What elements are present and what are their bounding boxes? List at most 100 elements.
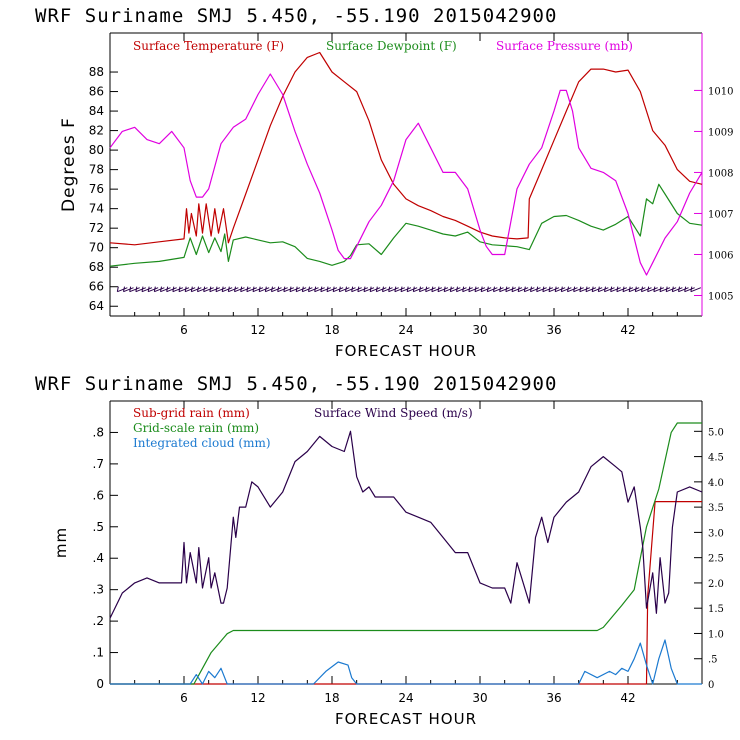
- panel-2: WRF Suriname SMJ 5.450, -55.190 20150429…: [35, 373, 724, 728]
- wind-barb-flag: [400, 286, 403, 292]
- wind-barb: [123, 287, 134, 293]
- y-tick-label: .7: [93, 457, 104, 471]
- wind-barb: [172, 287, 184, 293]
- x-tick-label: 24: [398, 323, 413, 337]
- wind-barb-flag: [209, 286, 212, 292]
- wind-barb: [228, 287, 239, 293]
- wind-barb-flag: [523, 286, 526, 292]
- wind-barb: [221, 287, 233, 293]
- wind-barb-flag: [665, 286, 668, 292]
- x-tick-label: 30: [472, 323, 487, 337]
- wind-barb: [117, 287, 128, 293]
- y-axis-title: mm: [52, 527, 70, 558]
- y-tick-label: .3: [93, 583, 104, 597]
- y-tick-label: 76: [89, 182, 104, 196]
- wind-barb-flag: [462, 286, 465, 292]
- wind-barb-flag: [641, 286, 643, 292]
- wind-barb: [487, 287, 498, 293]
- wind-barb: [302, 287, 313, 293]
- x-tick-label: 18: [324, 323, 339, 337]
- wind-barb: [554, 287, 566, 293]
- wind-barb: [616, 287, 628, 293]
- wind-barb-flag: [123, 286, 125, 292]
- y-tick-label: 80: [89, 143, 104, 157]
- wind-barb-flag: [536, 286, 539, 292]
- y-tick-label: 88: [89, 65, 104, 79]
- wind-barb: [456, 287, 467, 293]
- y2-tick-label: .5: [708, 655, 718, 666]
- wind-barb-flag: [271, 286, 273, 292]
- wind-barb-flag: [511, 286, 514, 292]
- wind-barb: [604, 287, 615, 293]
- wind-barb-flag: [573, 286, 576, 292]
- wind-barb: [659, 287, 671, 293]
- wind-barb: [252, 287, 264, 293]
- wind-barb-flag: [622, 286, 625, 292]
- wind-barb: [548, 287, 560, 293]
- wind-barb: [388, 287, 399, 293]
- wind-barb-flag: [351, 286, 354, 292]
- wind-barb: [474, 287, 486, 293]
- x-tick-label: 12: [250, 691, 265, 705]
- y2-tick-label: 1007: [708, 209, 733, 220]
- wind-barb: [462, 287, 473, 293]
- legend-entry: Grid-scale rain (mm): [133, 421, 259, 435]
- wind-barb-flag: [240, 286, 243, 292]
- wind-barb-flag: [671, 286, 674, 292]
- wind-barb: [450, 287, 461, 293]
- y2-tick-label: 5.0: [708, 427, 724, 438]
- wind-barb: [567, 287, 578, 293]
- wind-barb: [141, 287, 153, 293]
- wind-barb-flag: [326, 286, 329, 292]
- wind-barb: [295, 287, 307, 293]
- wind-barb-flag: [486, 286, 489, 292]
- wind-barb: [357, 287, 369, 293]
- wind-barb-flag: [215, 286, 218, 292]
- wind-barb-flag: [221, 286, 224, 292]
- wind-barb: [536, 287, 547, 293]
- wind-barb: [320, 287, 332, 293]
- wind-barb-flag: [406, 286, 409, 292]
- wind-barb-flag: [505, 286, 508, 292]
- wind-barb-flag: [178, 286, 181, 292]
- y2-tick-label: 3.5: [708, 503, 724, 514]
- wind-barb-flag: [530, 286, 532, 292]
- wind-barb-flag: [147, 286, 150, 292]
- wind-barb-flag: [517, 286, 520, 292]
- wind-barb-flag: [295, 286, 298, 292]
- y-tick-label: 82: [89, 124, 104, 138]
- wind-barbs: [116, 286, 702, 293]
- y2-tick-label: 2.0: [708, 579, 724, 590]
- wind-barb: [147, 287, 159, 293]
- y2-tick-label: 4.0: [708, 478, 724, 489]
- wind-barb: [585, 287, 597, 293]
- y-tick-label: .8: [93, 425, 104, 439]
- series-line: [109, 183, 703, 267]
- wind-barb-flag: [628, 286, 631, 292]
- legend-entry: Surface Dewpoint (F): [326, 39, 457, 53]
- wind-barb-flag: [678, 286, 680, 292]
- y-tick-label: .5: [93, 520, 104, 534]
- wind-barb-flag: [634, 286, 637, 292]
- wind-barb: [308, 287, 319, 293]
- series-line: [109, 73, 703, 276]
- wind-barb: [406, 287, 418, 293]
- wind-barb: [135, 287, 147, 293]
- wind-barb: [215, 287, 227, 293]
- wind-barb: [184, 287, 196, 293]
- wind-barb-flag: [493, 286, 495, 292]
- wind-barb-flag: [116, 286, 119, 292]
- wind-barb: [499, 287, 510, 293]
- wind-barb: [209, 287, 221, 293]
- y-tick-label: 64: [89, 299, 104, 313]
- wind-barb: [690, 287, 702, 293]
- wind-barb-flag: [425, 286, 428, 292]
- series-line: [110, 501, 702, 685]
- wind-barb-flag: [548, 286, 551, 292]
- wind-barb-flag: [449, 286, 452, 292]
- y2-tick-label: 1006: [708, 250, 733, 261]
- wind-barb-flag: [160, 286, 162, 292]
- wind-barb: [332, 287, 344, 293]
- wind-barb-flag: [375, 286, 378, 292]
- wind-barb: [635, 287, 646, 293]
